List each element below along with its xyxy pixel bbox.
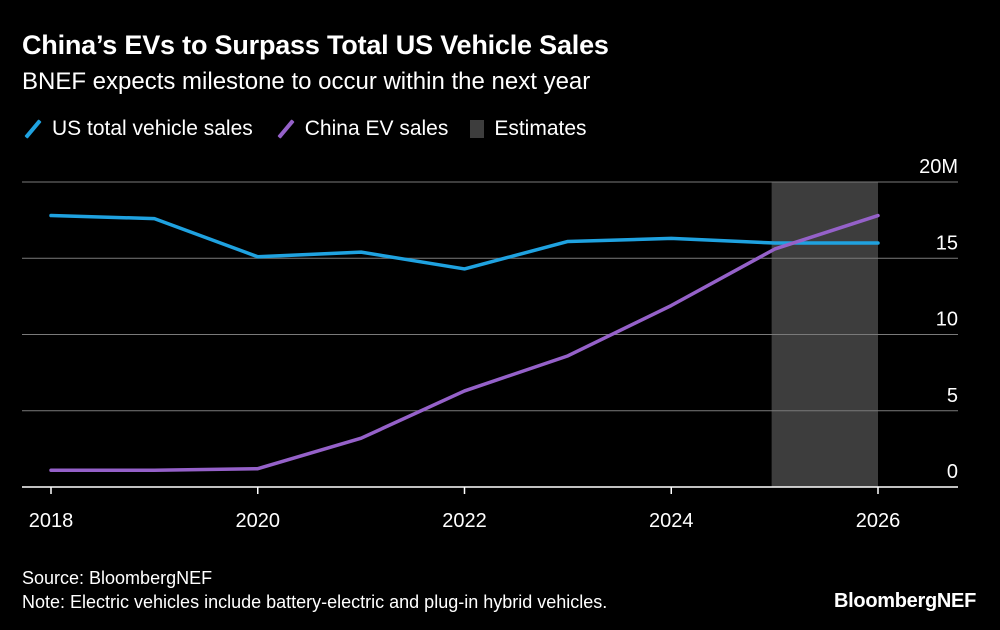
brand-logo: BloombergNEF: [834, 590, 976, 612]
y-tick-label: 15: [936, 232, 958, 254]
legend: US total vehicle sales China EV sales Es…: [22, 117, 609, 141]
x-tick-label: 2026: [856, 510, 901, 532]
legend-item-estimates: Estimates: [470, 117, 587, 141]
chart-title: China’s EVs to Surpass Total US Vehicle …: [22, 30, 609, 60]
legend-item-china: China EV sales: [275, 117, 449, 141]
x-tick-label: 2024: [649, 510, 694, 532]
legend-item-us: US total vehicle sales: [22, 117, 253, 141]
footer: Source: BloombergNEF Note: Electric vehi…: [22, 566, 607, 614]
china-ev-line: [49, 213, 880, 472]
y-tick-label: 5: [947, 385, 958, 407]
x-tick-label: 2020: [236, 510, 281, 532]
x-tick-label: 2018: [29, 510, 74, 532]
definition-note: Note: Electric vehicles include battery-…: [22, 592, 608, 612]
chart-subtitle: BNEF expects milestone to occur within t…: [22, 68, 591, 95]
us-sales-line: [49, 213, 880, 271]
legend-label-estimates: Estimates: [494, 117, 587, 140]
y-tick-label: 20M: [919, 156, 958, 178]
y-tick-label: 0: [947, 461, 958, 483]
x-tick-label: 2022: [442, 510, 487, 532]
legend-label-china: China EV sales: [304, 117, 449, 140]
legend-swatch-estimates: [470, 120, 485, 138]
legend-label-us: US total vehicle sales: [52, 117, 253, 140]
source-note: Source: BloombergNEF: [22, 568, 213, 588]
y-tick-label: 10: [936, 309, 958, 331]
